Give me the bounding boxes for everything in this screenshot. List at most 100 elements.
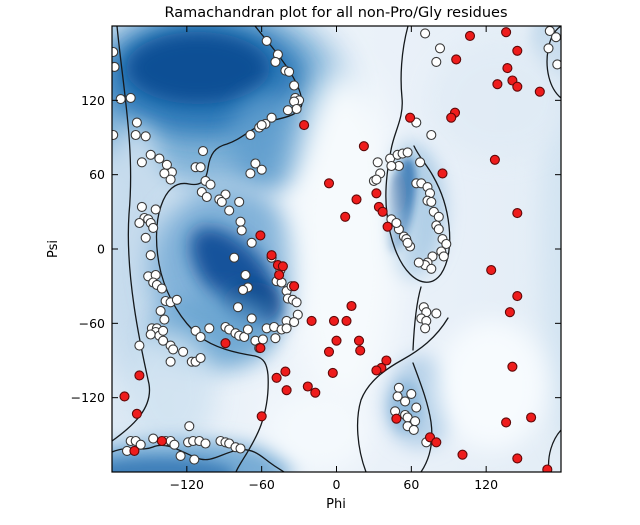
data-point-favored-residues — [200, 438, 211, 449]
data-point-outlier-residues — [502, 63, 513, 74]
data-point-favored-residues — [169, 439, 180, 450]
data-point-favored-residues — [261, 35, 272, 46]
data-point-favored-residues — [155, 305, 166, 316]
data-point-favored-residues — [148, 222, 159, 233]
data-point-favored-residues — [281, 323, 292, 334]
data-point-outlier-residues — [431, 437, 442, 448]
y-tick-label: 120 — [81, 93, 105, 108]
data-point-favored-residues — [204, 323, 215, 334]
data-point-outlier-residues — [277, 261, 288, 272]
data-point-outlier-residues — [310, 387, 321, 398]
data-point-favored-residues — [145, 250, 156, 261]
data-point-favored-residues — [552, 59, 561, 70]
data-point-outlier-residues — [371, 188, 382, 199]
y-tick-label: −60 — [79, 316, 105, 331]
data-point-favored-residues — [415, 157, 426, 168]
data-point-favored-residues — [195, 162, 206, 173]
density-heatmap — [112, 26, 561, 472]
data-point-favored-residues — [433, 211, 444, 222]
data-point-outlier-residues — [355, 345, 366, 356]
data-point-outlier-residues — [358, 141, 369, 152]
data-point-favored-residues — [434, 43, 446, 54]
data-point-favored-residues — [189, 454, 200, 465]
data-point-outlier-residues — [119, 391, 130, 402]
data-point-favored-residues — [112, 129, 119, 141]
data-point-favored-residues — [201, 191, 212, 203]
data-point-outlier-residues — [437, 168, 448, 179]
data-point-favored-residues — [411, 402, 422, 413]
data-point-outlier-residues — [353, 335, 365, 346]
data-point-favored-residues — [433, 224, 444, 235]
y-tick-label: 0 — [97, 242, 105, 257]
data-point-favored-residues — [130, 129, 141, 141]
data-point-favored-residues — [400, 396, 411, 407]
data-point-outlier-residues — [512, 45, 523, 56]
data-point-favored-residues — [402, 237, 413, 248]
data-point-favored-residues — [148, 433, 159, 444]
data-point-favored-residues — [165, 174, 176, 185]
contour-bottom-left-basin — [112, 444, 285, 472]
data-point-favored-residues — [232, 302, 244, 313]
data-point-outlier-residues — [255, 230, 266, 241]
data-point-favored-residues — [420, 323, 431, 334]
contour-bottom-right-basin-left — [356, 317, 449, 472]
data-point-outlier-residues — [512, 453, 523, 464]
data-point-favored-residues — [426, 196, 437, 207]
data-point-outlier-residues — [134, 370, 145, 381]
x-axis-ticks: −120 −60 0 60 120 — [170, 26, 498, 492]
data-point-outlier-residues — [280, 366, 291, 377]
data-point-favored-residues — [240, 269, 251, 281]
data-point-favored-residues — [205, 179, 216, 190]
y-tick-label: 60 — [89, 167, 105, 182]
data-point-outlier-residues — [156, 435, 167, 447]
data-point-favored-residues — [140, 232, 151, 243]
data-point-outlier-residues — [371, 365, 382, 376]
data-point-favored-residues — [195, 331, 206, 343]
data-point-favored-residues — [245, 129, 256, 141]
data-point-outlier-residues — [299, 120, 310, 131]
data-point-favored-residues — [115, 94, 126, 105]
data-point-favored-residues — [125, 92, 136, 103]
data-point-outlier-residues — [382, 221, 393, 232]
data-point-favored-residues — [250, 158, 261, 169]
data-point-outlier-residues — [534, 86, 545, 97]
data-point-favored-residues — [393, 382, 404, 393]
data-point-favored-residues — [386, 160, 397, 172]
data-point-favored-residues — [235, 216, 246, 227]
data-point-favored-residues — [156, 283, 167, 294]
x-tick-label: 120 — [474, 477, 498, 492]
chart-title: Ramachandran plot for all non-Pro/Gly re… — [164, 5, 507, 21]
data-point-favored-residues — [229, 252, 240, 263]
data-point-outlier-residues — [512, 208, 523, 219]
data-point-outlier-residues — [507, 361, 518, 372]
contour-left-handed-helix — [385, 26, 451, 283]
data-point-favored-residues — [291, 103, 302, 115]
data-point-favored-residues — [543, 43, 554, 54]
data-point-outlier-residues — [331, 335, 342, 346]
data-point-favored-residues — [257, 334, 268, 345]
data-point-outlier-residues — [129, 445, 140, 456]
data-point-outlier-residues — [451, 54, 462, 65]
data-point-favored-residues — [426, 263, 437, 274]
data-point-favored-residues — [256, 164, 267, 175]
data-point-favored-residues — [289, 80, 300, 91]
data-point-outlier-residues — [256, 411, 267, 422]
data-point-outlier-residues — [381, 355, 392, 366]
data-point-outlier-residues — [220, 338, 231, 349]
data-point-favored-residues — [112, 61, 120, 72]
data-point-outlier-residues — [266, 250, 277, 261]
contour-left-boundary — [112, 26, 151, 442]
data-point-favored-residues — [408, 424, 419, 435]
data-point-outlier-residues — [306, 315, 317, 326]
data-point-favored-residues — [165, 356, 176, 367]
data-point-favored-residues — [441, 238, 452, 250]
data-point-favored-residues — [242, 324, 253, 335]
data-point-favored-residues — [134, 340, 145, 351]
data-point-outlier-residues — [489, 154, 500, 165]
data-point-favored-residues — [237, 284, 249, 295]
data-point-outlier-residues — [255, 343, 266, 354]
data-point-favored-residues — [136, 157, 147, 168]
data-point-outlier-residues — [542, 464, 553, 472]
data-point-favored-residues — [158, 335, 169, 346]
